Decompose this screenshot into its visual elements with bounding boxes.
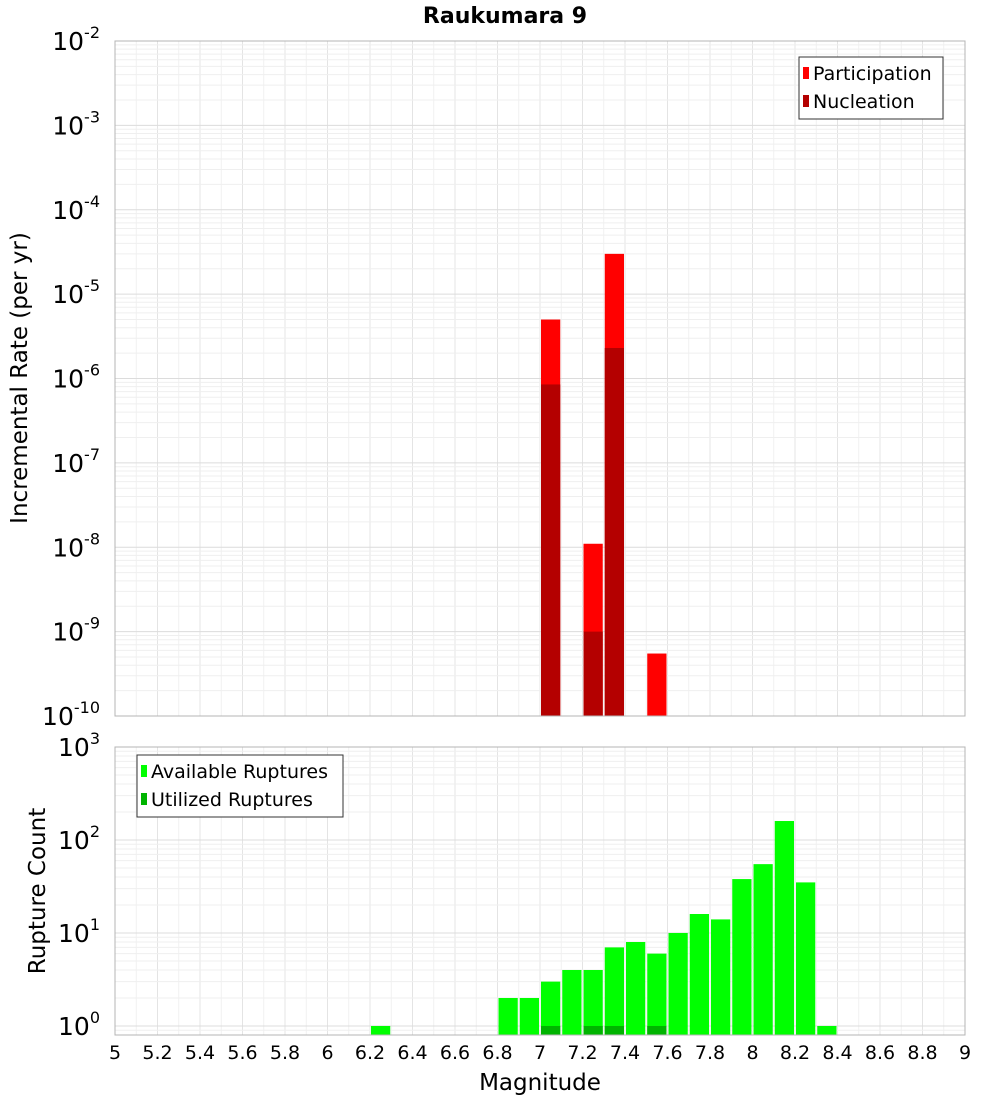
- x-tick-label: 8: [746, 1042, 758, 1064]
- bar-available-ruptures: [817, 1025, 837, 1035]
- bar-available-ruptures: [604, 947, 624, 1035]
- x-tick-label: 6: [321, 1042, 333, 1064]
- y-tick-label: 102: [58, 822, 100, 855]
- y-tick-label: 10-3: [52, 107, 100, 140]
- legend-swatch: [803, 95, 809, 107]
- y-tick-label: 100: [58, 1008, 100, 1041]
- legend-label: Available Ruptures: [151, 761, 328, 783]
- bar-available-ruptures: [668, 932, 688, 1035]
- y-tick-label: 10-9: [52, 614, 100, 647]
- x-axis-label: Magnitude: [479, 1070, 601, 1096]
- x-tick-label: 5.4: [185, 1042, 215, 1064]
- x-tick-label: 9: [959, 1042, 971, 1064]
- bar-available-ruptures: [732, 879, 752, 1035]
- bar-available-ruptures: [753, 864, 773, 1035]
- y-tick-label: 10-7: [52, 445, 100, 478]
- bar-available-ruptures: [562, 969, 582, 1035]
- x-tick-label: 5: [109, 1042, 121, 1064]
- y-tick-label: 101: [58, 915, 100, 948]
- x-tick-label: 8.2: [780, 1042, 810, 1064]
- legend: Available Ruptures Utilized Ruptures: [136, 754, 344, 818]
- bar-nucleation: [541, 384, 561, 716]
- plot-border: [114, 746, 966, 1036]
- bar-available-ruptures: [541, 981, 561, 1035]
- x-tick-label: 7: [534, 1042, 546, 1064]
- bar-utilized-ruptures: [583, 1025, 603, 1035]
- x-tick-label: 7.4: [610, 1042, 640, 1064]
- top-y-axis-label: Incremental Rate (per yr): [7, 232, 33, 524]
- bar-utilized-ruptures: [604, 1025, 624, 1035]
- x-tick-label: 8.6: [865, 1042, 895, 1064]
- bar-available-ruptures: [774, 821, 794, 1035]
- legend-label: Participation: [813, 63, 932, 85]
- bar-participation: [647, 653, 667, 716]
- x-tick-label: 5.6: [227, 1042, 257, 1064]
- y-tick-label: 10-2: [52, 23, 100, 56]
- x-tick-label: 6.2: [355, 1042, 385, 1064]
- x-tick-label: 5.2: [142, 1042, 172, 1064]
- y-tick-label: 10-8: [52, 529, 100, 562]
- bar-available-ruptures: [371, 1025, 391, 1035]
- bar-available-ruptures: [626, 942, 646, 1035]
- bar-available-ruptures: [498, 997, 518, 1035]
- y-tick-label: 10-4: [52, 192, 100, 225]
- y-tick-label: 10-6: [52, 361, 100, 394]
- bar-available-ruptures: [796, 882, 816, 1035]
- y-tick-label: 10-5: [52, 276, 100, 309]
- legend-label: Utilized Ruptures: [151, 789, 313, 811]
- bar-nucleation: [604, 347, 624, 716]
- legend-box: [798, 56, 944, 120]
- y-tick-label: 103: [58, 729, 100, 762]
- legend-swatch: [141, 793, 147, 805]
- bar-available-ruptures: [583, 969, 603, 1035]
- bar-available-ruptures: [647, 953, 667, 1035]
- x-tick-label: 7.6: [652, 1042, 682, 1064]
- bar-available-ruptures: [711, 919, 731, 1035]
- chart-title: Raukumara 9: [423, 4, 587, 29]
- legend-swatch: [141, 765, 147, 777]
- x-tick-label: 8.8: [907, 1042, 937, 1064]
- bottom-y-axis-label: Rupture Count: [25, 808, 51, 974]
- y-tick-label: 10-10: [42, 698, 100, 731]
- bar-available-ruptures: [519, 997, 539, 1035]
- x-tick-label: 8.4: [822, 1042, 852, 1064]
- x-tick-label: 5.8: [270, 1042, 300, 1064]
- bar-utilized-ruptures: [647, 1025, 667, 1035]
- plot-border: [114, 40, 966, 717]
- x-tick-label: 6.8: [482, 1042, 512, 1064]
- x-tick-label: 7.2: [567, 1042, 597, 1064]
- bar-utilized-ruptures: [541, 1025, 561, 1035]
- legend-label: Nucleation: [813, 91, 915, 113]
- legend-swatch: [803, 67, 809, 79]
- x-tick-label: 6.4: [397, 1042, 427, 1064]
- bar-nucleation: [583, 631, 603, 716]
- rate-panel: 10-10 10-9 10-8 10-7 10-6 10-5 10-4 10-3 10-2 Par…: [42, 23, 966, 731]
- bar-available-ruptures: [689, 914, 709, 1035]
- legend: Participation Nucleation: [798, 56, 944, 120]
- x-tick-label: 6.6: [440, 1042, 470, 1064]
- legend-box: [136, 754, 344, 818]
- x-tick-label: 7.8: [695, 1042, 725, 1064]
